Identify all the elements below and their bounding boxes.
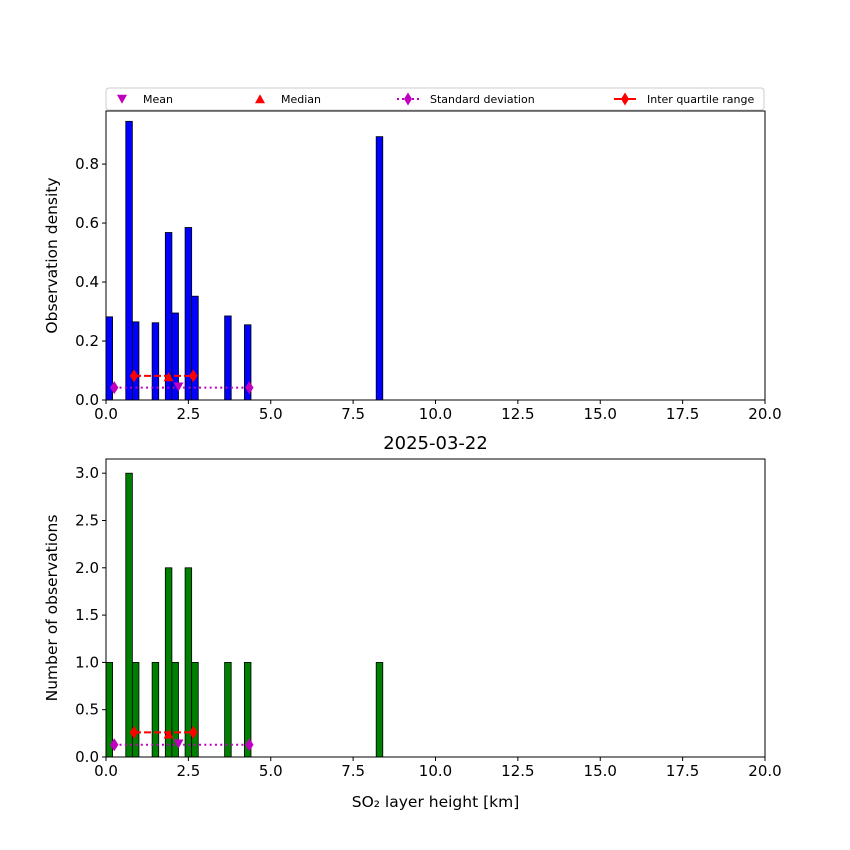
histogram-bar <box>191 661 199 758</box>
chart-title: 2025-03-22 <box>383 433 488 454</box>
legend-iqr-icon <box>621 92 629 106</box>
y-tick-label: 0.6 <box>75 214 99 232</box>
y-axis-label: Observation density <box>43 177 61 333</box>
histogram-bar <box>375 136 384 401</box>
y-tick-label: 0.0 <box>75 748 99 766</box>
histogram-bar <box>131 661 140 758</box>
legend-box <box>105 87 765 111</box>
x-tick-label: 15.0 <box>584 405 617 423</box>
histogram-bar <box>125 120 133 401</box>
x-tick-label: 15.0 <box>584 762 617 780</box>
median-marker <box>163 729 174 739</box>
x-axis-label: SO₂ layer height [km] <box>352 793 520 811</box>
std-marker <box>245 738 254 752</box>
x-tick-label: 2.5 <box>176 762 200 780</box>
y-axis-label: Number of observations <box>43 515 61 702</box>
iqr-marker <box>129 369 139 383</box>
histogram-bar <box>164 567 173 758</box>
x-tick-label: 5.0 <box>259 405 283 423</box>
count-histogram-panel: 0.0 2.5 5.0 7.5 10.0 12.5 15.0 17.5 20.0 0.0 0.5 1.… <box>43 433 782 811</box>
std-marker <box>110 381 119 395</box>
y-tick-label: 3.0 <box>75 464 99 482</box>
x-tick-label: 0.0 <box>94 405 118 423</box>
density-histogram-panel: 0.0 2.5 5.0 7.5 10.0 12.5 15.0 17.5 20.0 0.0 0.2 0.… <box>43 110 782 423</box>
histogram-bar <box>191 295 199 401</box>
x-tick-label: 7.5 <box>341 405 365 423</box>
legend-label: Inter quartile range <box>647 93 754 106</box>
y-tick-label: 2.5 <box>75 511 99 529</box>
histogram-bar <box>224 661 232 758</box>
iqr-marker <box>189 725 198 739</box>
x-tick-label: 5.0 <box>259 762 283 780</box>
legend-median-icon <box>255 94 265 104</box>
y-tick-label: 0.0 <box>75 391 99 409</box>
legend-label: Mean <box>143 93 173 106</box>
legend: Mean Median Standard deviation Inter quarti… <box>105 87 765 111</box>
histogram-bar <box>151 661 160 758</box>
legend-mean-icon <box>117 94 127 104</box>
y-tick-label: 0.5 <box>75 701 99 719</box>
x-tick-label: 7.5 <box>341 762 365 780</box>
median-marker <box>163 372 174 382</box>
histogram-bar <box>125 472 133 758</box>
legend-label: Standard deviation <box>430 93 535 106</box>
x-tick-label: 12.5 <box>501 762 534 780</box>
mean-marker <box>173 739 184 749</box>
x-tick-label: 20.0 <box>748 762 781 780</box>
histogram-bar <box>375 661 384 758</box>
x-tick-label: 17.5 <box>666 762 699 780</box>
iqr-marker <box>129 725 139 739</box>
axes-frame <box>105 110 766 401</box>
histogram-bar <box>184 567 193 758</box>
x-tick-label: 20.0 <box>748 405 781 423</box>
iqr-marker <box>189 369 198 383</box>
x-tick-label: 10.0 <box>419 762 452 780</box>
y-tick-label: 0.8 <box>75 155 99 173</box>
legend-label: Median <box>281 93 321 106</box>
legend-std-icon <box>404 92 412 106</box>
axes-frame <box>105 458 766 758</box>
x-tick-label: 2.5 <box>176 405 200 423</box>
mean-marker <box>173 382 184 392</box>
y-tick-label: 0.4 <box>75 273 99 291</box>
std-marker <box>245 381 254 395</box>
y-tick-label: 2.0 <box>75 559 99 577</box>
std-marker <box>110 738 119 752</box>
y-tick-label: 0.2 <box>75 332 99 350</box>
x-tick-label: 0.0 <box>94 762 118 780</box>
y-tick-label: 1.5 <box>75 606 99 624</box>
x-tick-label: 10.0 <box>419 405 452 423</box>
x-tick-label: 17.5 <box>666 405 699 423</box>
x-tick-label: 12.5 <box>501 405 534 423</box>
y-tick-label: 1.0 <box>75 653 99 671</box>
